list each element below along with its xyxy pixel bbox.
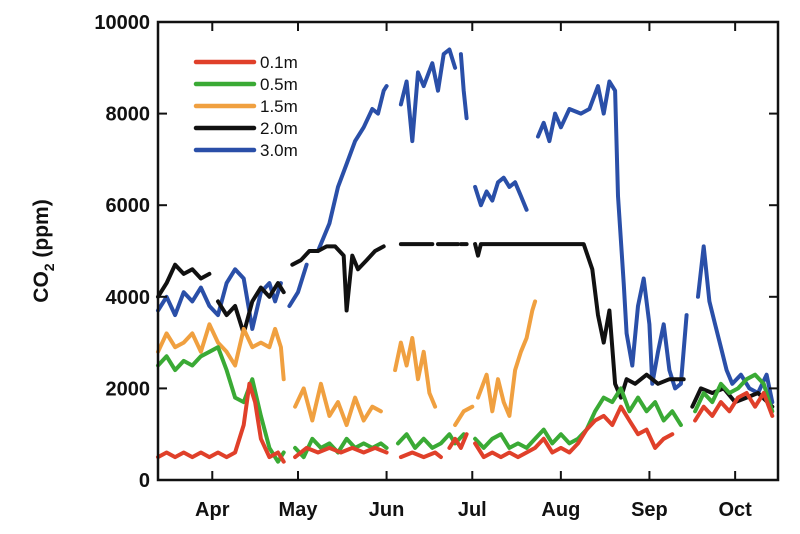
legend-entry-0-1m: 0.1m	[193, 53, 298, 72]
series-1-5m-group	[156, 299, 538, 427]
series-0-5m-line-segment	[473, 386, 683, 450]
series-0-5m-line-segment	[156, 345, 286, 464]
x-axis: Apr May Jun Jul Aug Sep Oct	[195, 22, 752, 521]
series-1-5m-line-segment	[293, 381, 383, 427]
y-tick-label: 2000	[106, 378, 151, 400]
legend-label: 0.1m	[260, 53, 298, 72]
series-2-0m-line-segment	[156, 262, 212, 299]
legend-label: 0.5m	[260, 75, 298, 94]
series-3-0m-line-segment	[536, 79, 689, 391]
y-axis-title-subscript: 2	[41, 263, 57, 271]
x-tick-label-apr: Apr	[195, 499, 230, 521]
series-0-1m-line-segment	[156, 381, 286, 464]
series-2-0m-line-segment	[216, 281, 286, 336]
plot-frame	[156, 20, 780, 482]
series-3-0m-line-segment	[696, 244, 775, 405]
legend-label: 2.0m	[260, 119, 298, 138]
series-1-5m-line-segment	[156, 322, 286, 382]
series-3-0m-line-segment	[398, 47, 458, 144]
x-tick-label-oct: Oct	[718, 499, 752, 521]
y-axis-title-unit: (ppm)	[30, 199, 53, 263]
series-3-0m-line-segment	[156, 267, 283, 331]
series-2-0m-group	[156, 242, 775, 409]
series-0-1m-line-segment	[473, 404, 675, 460]
y-tick-label: 6000	[106, 195, 151, 217]
y-axis: 0 2000 4000 6000 8000 10000	[94, 12, 778, 492]
series-0-5m-line-segment	[693, 372, 775, 414]
series-3-0m-line-segment	[316, 84, 389, 253]
y-tick-label: 4000	[106, 287, 151, 309]
series-0-1m-line-segment	[693, 391, 775, 423]
series-3-0m-line-segment	[287, 262, 309, 308]
series-1-5m-line-segment	[453, 404, 475, 427]
series-2-0m-line-segment	[473, 242, 686, 400]
x-tick-label-aug: Aug	[541, 499, 580, 521]
legend-label: 1.5m	[260, 97, 298, 116]
y-tick-label: 8000	[106, 104, 151, 126]
series-0-1m-line-segment	[293, 445, 389, 460]
y-axis-title: CO2 (ppm)	[30, 199, 57, 302]
y-tick-label: 0	[139, 470, 150, 492]
series-0-5m-group	[156, 345, 775, 464]
legend-label: 3.0m	[260, 141, 298, 160]
series-2-0m-line-segment	[690, 386, 775, 409]
series-3-0m-line-segment	[458, 52, 469, 121]
series-2-0m-line-segment	[290, 244, 386, 313]
series-3-0m-line-segment	[473, 175, 529, 212]
series-3-0m-group	[156, 47, 775, 405]
legend: 0.1m 0.5m 1.5m 2.0m 3.0m	[193, 53, 298, 160]
legend-entry-3-0m: 3.0m	[193, 141, 298, 160]
legend-entry-0-5m: 0.5m	[193, 75, 298, 94]
series-0-1m-line-segment	[447, 432, 469, 450]
y-tick-label: 10000	[94, 12, 150, 34]
x-tick-label-may: May	[279, 499, 319, 521]
y-axis-title-main: CO	[30, 271, 53, 303]
series-1-5m-line-segment	[476, 299, 538, 418]
legend-entry-2-0m: 2.0m	[193, 119, 298, 138]
series-0-1m-line-segment	[398, 450, 443, 460]
x-tick-label-sep: Sep	[631, 499, 668, 521]
series-layer	[156, 47, 775, 464]
x-tick-label-jun: Jun	[369, 499, 405, 521]
legend-entry-1-5m: 1.5m	[193, 97, 298, 116]
series-1-5m-line-segment	[393, 336, 438, 409]
series-0-1m-group	[156, 381, 775, 464]
x-tick-label-jul: Jul	[458, 499, 487, 521]
